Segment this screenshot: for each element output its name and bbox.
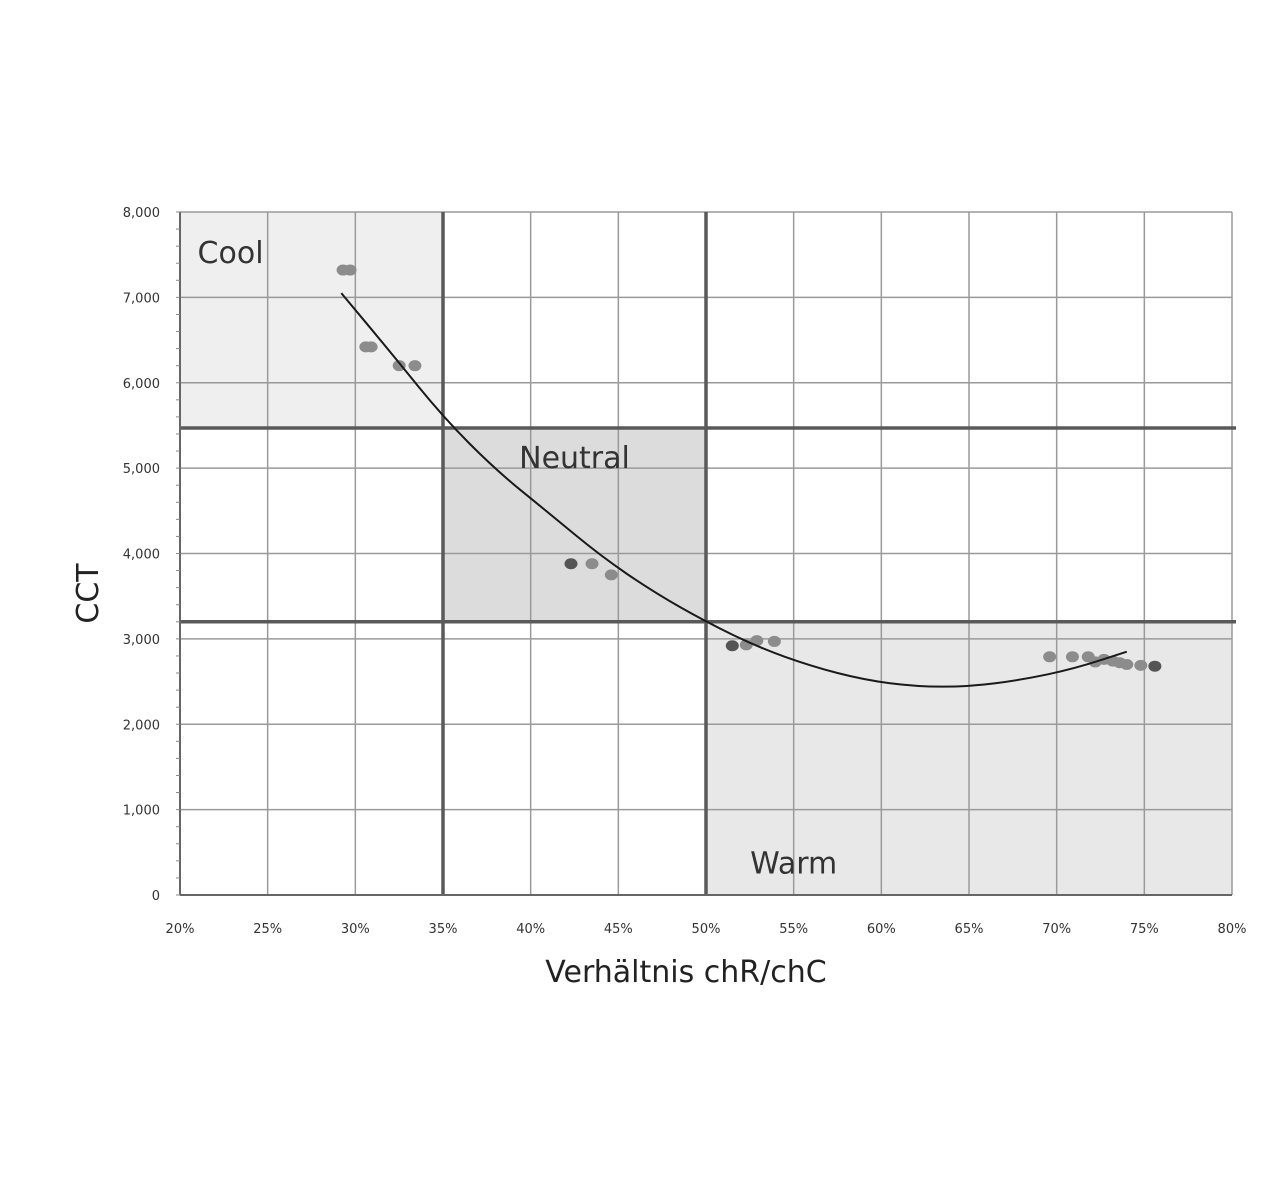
data-point: [585, 558, 599, 570]
region-label-neutral: Neutral: [519, 441, 630, 476]
data-point: [767, 635, 781, 647]
y-axis-title: CCT: [71, 563, 106, 624]
data-points: [336, 264, 1162, 672]
x-tick-label: 25%: [253, 922, 282, 937]
data-point: [364, 341, 378, 353]
y-tick-label: 5,000: [123, 462, 160, 477]
data-point: [343, 264, 357, 276]
data-point: [1043, 651, 1057, 663]
y-tick-label: 0: [152, 889, 160, 904]
region-label-warm: Warm: [750, 847, 837, 882]
x-tick-label: 35%: [429, 922, 458, 937]
x-tick-label: 75%: [1130, 922, 1159, 937]
x-tick-labels: 20% 25% 30% 35% 40% 45% 50% 55% 60% 65% 70% 75% 80%: [166, 922, 1247, 937]
data-point: [408, 360, 422, 372]
x-tick-label: 55%: [779, 922, 808, 937]
y-tick-label: 6,000: [123, 377, 160, 392]
x-tick-label: 40%: [516, 922, 545, 937]
x-tick-label: 60%: [867, 922, 896, 937]
region-label-cool: Cool: [198, 236, 264, 271]
x-tick-label: 70%: [1042, 922, 1071, 937]
x-tick-label: 50%: [692, 922, 721, 937]
y-tick-label: 8,000: [123, 206, 160, 221]
x-tick-label: 30%: [341, 922, 370, 937]
data-point: [1065, 651, 1079, 663]
x-tick-label: 65%: [955, 922, 984, 937]
y-tick-label: 1,000: [123, 804, 160, 819]
x-tick-label: 45%: [604, 922, 633, 937]
data-point: [1134, 659, 1148, 671]
trendline-curve: [340, 292, 1128, 688]
y-tick-label: 7,000: [123, 291, 160, 306]
axes: [176, 211, 1232, 896]
y-tick-label: 3,000: [123, 633, 160, 648]
x-axis-title: Verhältnis chR/chC: [545, 955, 826, 990]
data-point: [1148, 660, 1162, 672]
data-point: [725, 640, 739, 652]
region-labels: Cool Neutral Warm: [198, 236, 838, 881]
x-tick-label: 80%: [1218, 922, 1247, 937]
y-tick-label: 4,000: [123, 548, 160, 563]
x-tick-label: 20%: [166, 922, 195, 937]
data-point: [1120, 658, 1134, 670]
y-tick-labels: 0 1,000 2,000 3,000 4,000 5,000 6,000 7,000 8,00…: [123, 206, 160, 904]
trendline: [340, 292, 1128, 688]
region-cool: [180, 212, 443, 428]
data-point: [604, 569, 618, 581]
y-tick-label: 2,000: [123, 718, 160, 733]
data-point: [564, 558, 578, 570]
